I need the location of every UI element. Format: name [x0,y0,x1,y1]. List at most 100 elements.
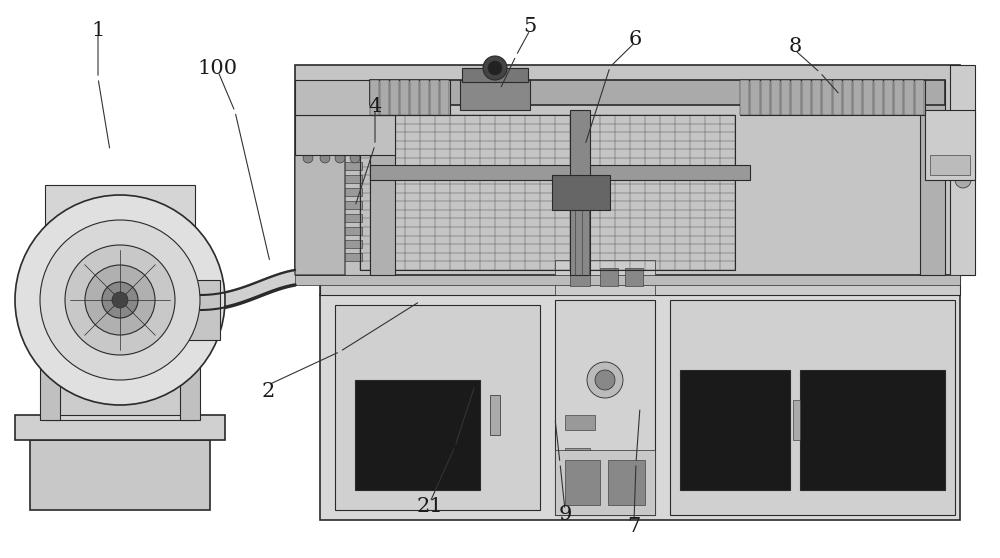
Circle shape [335,153,345,163]
Polygon shape [200,270,295,310]
Polygon shape [40,310,60,420]
Circle shape [112,292,128,308]
Polygon shape [295,275,960,285]
Text: 21: 21 [417,497,443,516]
Polygon shape [761,80,770,115]
Polygon shape [30,440,210,510]
Polygon shape [874,80,883,115]
Circle shape [40,220,200,380]
Polygon shape [370,165,750,180]
Circle shape [595,370,615,390]
Polygon shape [320,275,960,295]
Polygon shape [370,80,395,275]
Polygon shape [298,253,362,261]
Polygon shape [295,130,345,275]
Polygon shape [15,415,225,440]
Circle shape [102,282,138,318]
Polygon shape [298,175,362,183]
Text: 4: 4 [368,97,382,116]
Polygon shape [462,68,528,82]
Polygon shape [802,80,811,115]
Polygon shape [370,80,945,105]
Polygon shape [390,80,399,115]
Circle shape [303,153,313,163]
Polygon shape [565,415,595,430]
Polygon shape [320,250,960,295]
Text: 8: 8 [788,37,802,56]
Polygon shape [565,460,600,505]
Polygon shape [800,370,945,490]
Polygon shape [555,260,655,295]
Polygon shape [600,268,618,286]
Polygon shape [884,80,893,115]
Polygon shape [440,80,449,115]
Polygon shape [812,80,821,115]
Polygon shape [355,380,480,490]
Polygon shape [370,80,379,115]
Polygon shape [832,80,842,115]
Text: 100: 100 [198,59,238,78]
Polygon shape [950,65,975,275]
Polygon shape [55,340,185,415]
Polygon shape [295,65,960,275]
Polygon shape [298,240,362,248]
Polygon shape [370,80,450,115]
Polygon shape [380,80,389,115]
Text: 2: 2 [261,382,275,401]
Polygon shape [320,295,960,520]
Polygon shape [822,80,832,115]
Polygon shape [863,80,873,115]
Polygon shape [555,300,655,515]
Polygon shape [625,268,643,286]
Circle shape [15,195,225,405]
Polygon shape [771,80,780,115]
Polygon shape [490,395,500,435]
Circle shape [488,61,502,75]
Polygon shape [45,185,195,420]
Polygon shape [570,110,590,275]
Polygon shape [793,400,800,440]
Text: 1: 1 [91,21,105,40]
Polygon shape [298,227,362,235]
Polygon shape [843,80,852,115]
Polygon shape [791,80,801,115]
Polygon shape [335,305,540,510]
Polygon shape [298,201,362,209]
Circle shape [85,265,155,335]
Polygon shape [460,80,530,110]
Circle shape [350,153,360,163]
Polygon shape [295,80,395,115]
Text: 6: 6 [628,30,642,49]
Text: 7: 7 [627,517,641,536]
Polygon shape [565,448,590,460]
Polygon shape [930,155,970,175]
Polygon shape [740,80,749,115]
Polygon shape [920,80,945,275]
Polygon shape [740,80,925,115]
Polygon shape [180,310,200,420]
Circle shape [320,153,330,163]
Polygon shape [295,155,370,275]
Polygon shape [295,115,395,155]
Polygon shape [570,268,590,286]
Polygon shape [781,80,790,115]
Circle shape [955,172,971,188]
Polygon shape [185,280,220,340]
Polygon shape [853,80,862,115]
Polygon shape [680,370,790,490]
Polygon shape [608,460,645,505]
Circle shape [483,56,507,80]
Polygon shape [904,80,914,115]
Text: 5: 5 [523,17,537,36]
Polygon shape [430,80,439,115]
Polygon shape [925,110,975,180]
Polygon shape [410,80,419,115]
Polygon shape [420,80,429,115]
Polygon shape [298,214,362,222]
Text: 9: 9 [558,505,572,524]
Polygon shape [915,80,924,115]
Polygon shape [552,175,610,210]
Polygon shape [400,80,409,115]
Polygon shape [555,450,655,515]
Polygon shape [298,162,362,170]
